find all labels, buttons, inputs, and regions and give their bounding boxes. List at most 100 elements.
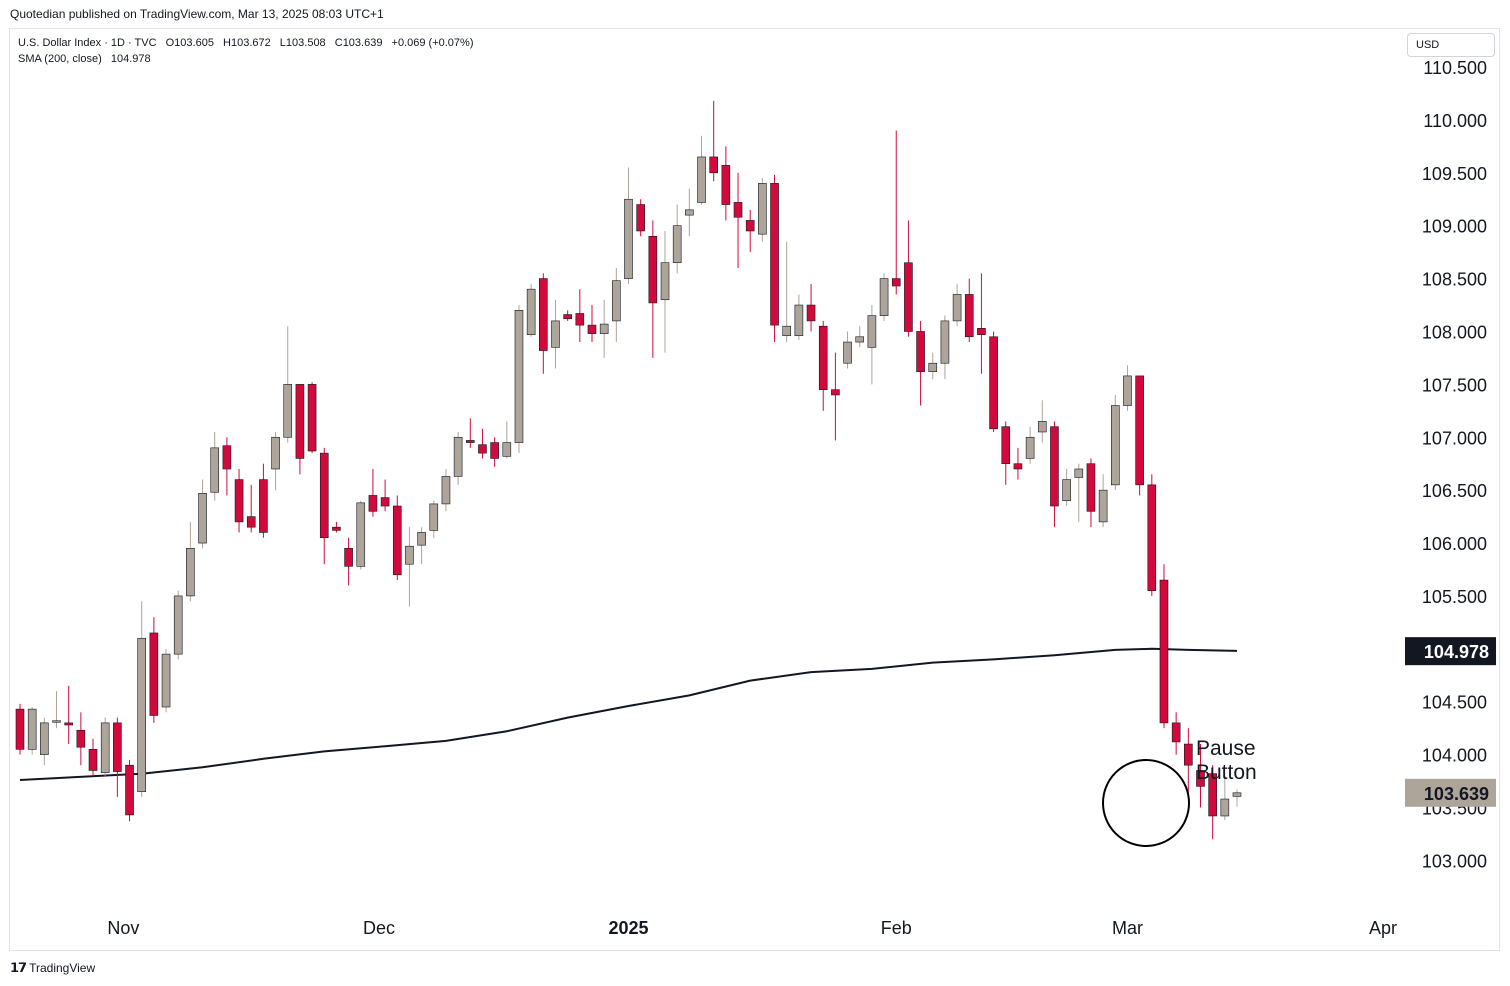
y-tick-label: 110.500 bbox=[1423, 58, 1487, 78]
candle bbox=[587, 305, 597, 343]
candle bbox=[332, 521, 341, 533]
sma-price-label: 104.978 bbox=[1405, 637, 1496, 666]
candle-body bbox=[1074, 468, 1084, 478]
candle bbox=[551, 299, 560, 369]
candle-body bbox=[551, 320, 560, 348]
candle bbox=[490, 437, 499, 467]
candle bbox=[52, 691, 61, 729]
candle bbox=[648, 220, 658, 358]
candle-body bbox=[1184, 743, 1193, 766]
candle bbox=[733, 172, 743, 269]
annotation-line1: Pause bbox=[1196, 737, 1256, 760]
candle-body bbox=[672, 225, 682, 264]
y-tick-label: 107.000 bbox=[1422, 428, 1487, 448]
currency-button[interactable]: USD bbox=[1407, 33, 1495, 57]
candle bbox=[307, 382, 317, 454]
candle-body bbox=[356, 502, 366, 567]
candle bbox=[660, 230, 670, 353]
candle bbox=[283, 326, 293, 443]
candle bbox=[137, 601, 146, 797]
candle bbox=[575, 289, 585, 343]
candle-body bbox=[636, 204, 645, 232]
y-tick-label: 104.500 bbox=[1422, 693, 1487, 713]
y-tick-label: 110.000 bbox=[1423, 111, 1487, 131]
candle bbox=[1196, 744, 1205, 808]
candle-body bbox=[490, 442, 499, 459]
candle-body bbox=[429, 503, 439, 531]
candle-body bbox=[1159, 579, 1169, 724]
legend-ohlc-row: U.S. Dollar Index · 1D · TVC O103.605 H1… bbox=[18, 35, 479, 51]
legend-sma-value: 104.978 bbox=[110, 53, 151, 65]
candle bbox=[15, 703, 25, 755]
candle-body bbox=[977, 328, 986, 335]
tradingview-logo-icon: 𝟭𝟳 bbox=[10, 960, 27, 975]
footer-brand: 𝟭𝟳 TradingView bbox=[10, 960, 95, 976]
candle-body bbox=[563, 314, 572, 320]
candle-body bbox=[831, 389, 840, 396]
last-price-label: 103.639 bbox=[1405, 778, 1496, 807]
candle-body bbox=[392, 505, 402, 576]
candle bbox=[563, 310, 572, 321]
candle-body bbox=[587, 324, 597, 334]
candle bbox=[636, 199, 645, 237]
candle bbox=[295, 384, 305, 475]
candle-body bbox=[1111, 405, 1120, 486]
candle bbox=[685, 188, 694, 237]
candle-body bbox=[952, 294, 962, 322]
candle bbox=[891, 130, 901, 295]
chart-frame bbox=[9, 28, 1500, 951]
candle-body bbox=[782, 325, 792, 337]
y-tick-label: 104.000 bbox=[1422, 746, 1487, 766]
candle-body bbox=[173, 595, 183, 655]
candle-body bbox=[27, 708, 37, 750]
candle-body bbox=[368, 495, 378, 512]
candle-body bbox=[478, 444, 487, 454]
candle-body bbox=[149, 632, 159, 716]
candle bbox=[843, 331, 852, 369]
candle bbox=[672, 204, 682, 274]
candle-body bbox=[380, 497, 390, 507]
candle-body bbox=[259, 479, 268, 533]
candle bbox=[502, 421, 512, 459]
y-tick-label: 106.500 bbox=[1422, 481, 1487, 501]
candle bbox=[794, 294, 804, 340]
candle bbox=[1208, 765, 1217, 840]
candle-body bbox=[186, 548, 195, 597]
candle bbox=[782, 241, 792, 343]
candle-body bbox=[539, 278, 548, 351]
candle-body bbox=[502, 442, 512, 457]
candle bbox=[855, 326, 865, 348]
candle bbox=[916, 320, 925, 406]
candle bbox=[599, 299, 609, 358]
candle-body bbox=[733, 202, 743, 218]
last-price-label-text: 103.639 bbox=[1424, 784, 1489, 804]
candle bbox=[1147, 474, 1157, 596]
candle-body bbox=[794, 304, 804, 337]
candle bbox=[964, 278, 974, 343]
candle bbox=[1232, 789, 1242, 807]
x-tick-label: Nov bbox=[107, 918, 139, 938]
footer-brand-label: TradingView bbox=[29, 961, 96, 975]
candle bbox=[1062, 469, 1071, 507]
candle bbox=[977, 273, 986, 374]
candle bbox=[1123, 365, 1132, 411]
candle-body bbox=[879, 278, 889, 316]
publisher-caption: Quotedian published on TradingView.com, … bbox=[10, 7, 384, 21]
candle-body bbox=[770, 183, 779, 326]
candle-body bbox=[818, 325, 828, 390]
sma-price-label-bg bbox=[1405, 637, 1496, 666]
y-tick-label: 108.000 bbox=[1422, 322, 1487, 342]
candle bbox=[1111, 394, 1120, 491]
candle bbox=[76, 712, 86, 766]
candle bbox=[405, 527, 414, 607]
candle bbox=[380, 479, 390, 512]
candle-body bbox=[441, 476, 451, 505]
candle-body bbox=[161, 653, 171, 708]
candle bbox=[721, 146, 731, 221]
candle-body bbox=[697, 156, 706, 203]
candle-body bbox=[526, 288, 536, 335]
legend-sma-row: SMA (200, close) 104.978 bbox=[18, 51, 479, 67]
candle bbox=[770, 174, 779, 343]
candle bbox=[928, 352, 938, 380]
